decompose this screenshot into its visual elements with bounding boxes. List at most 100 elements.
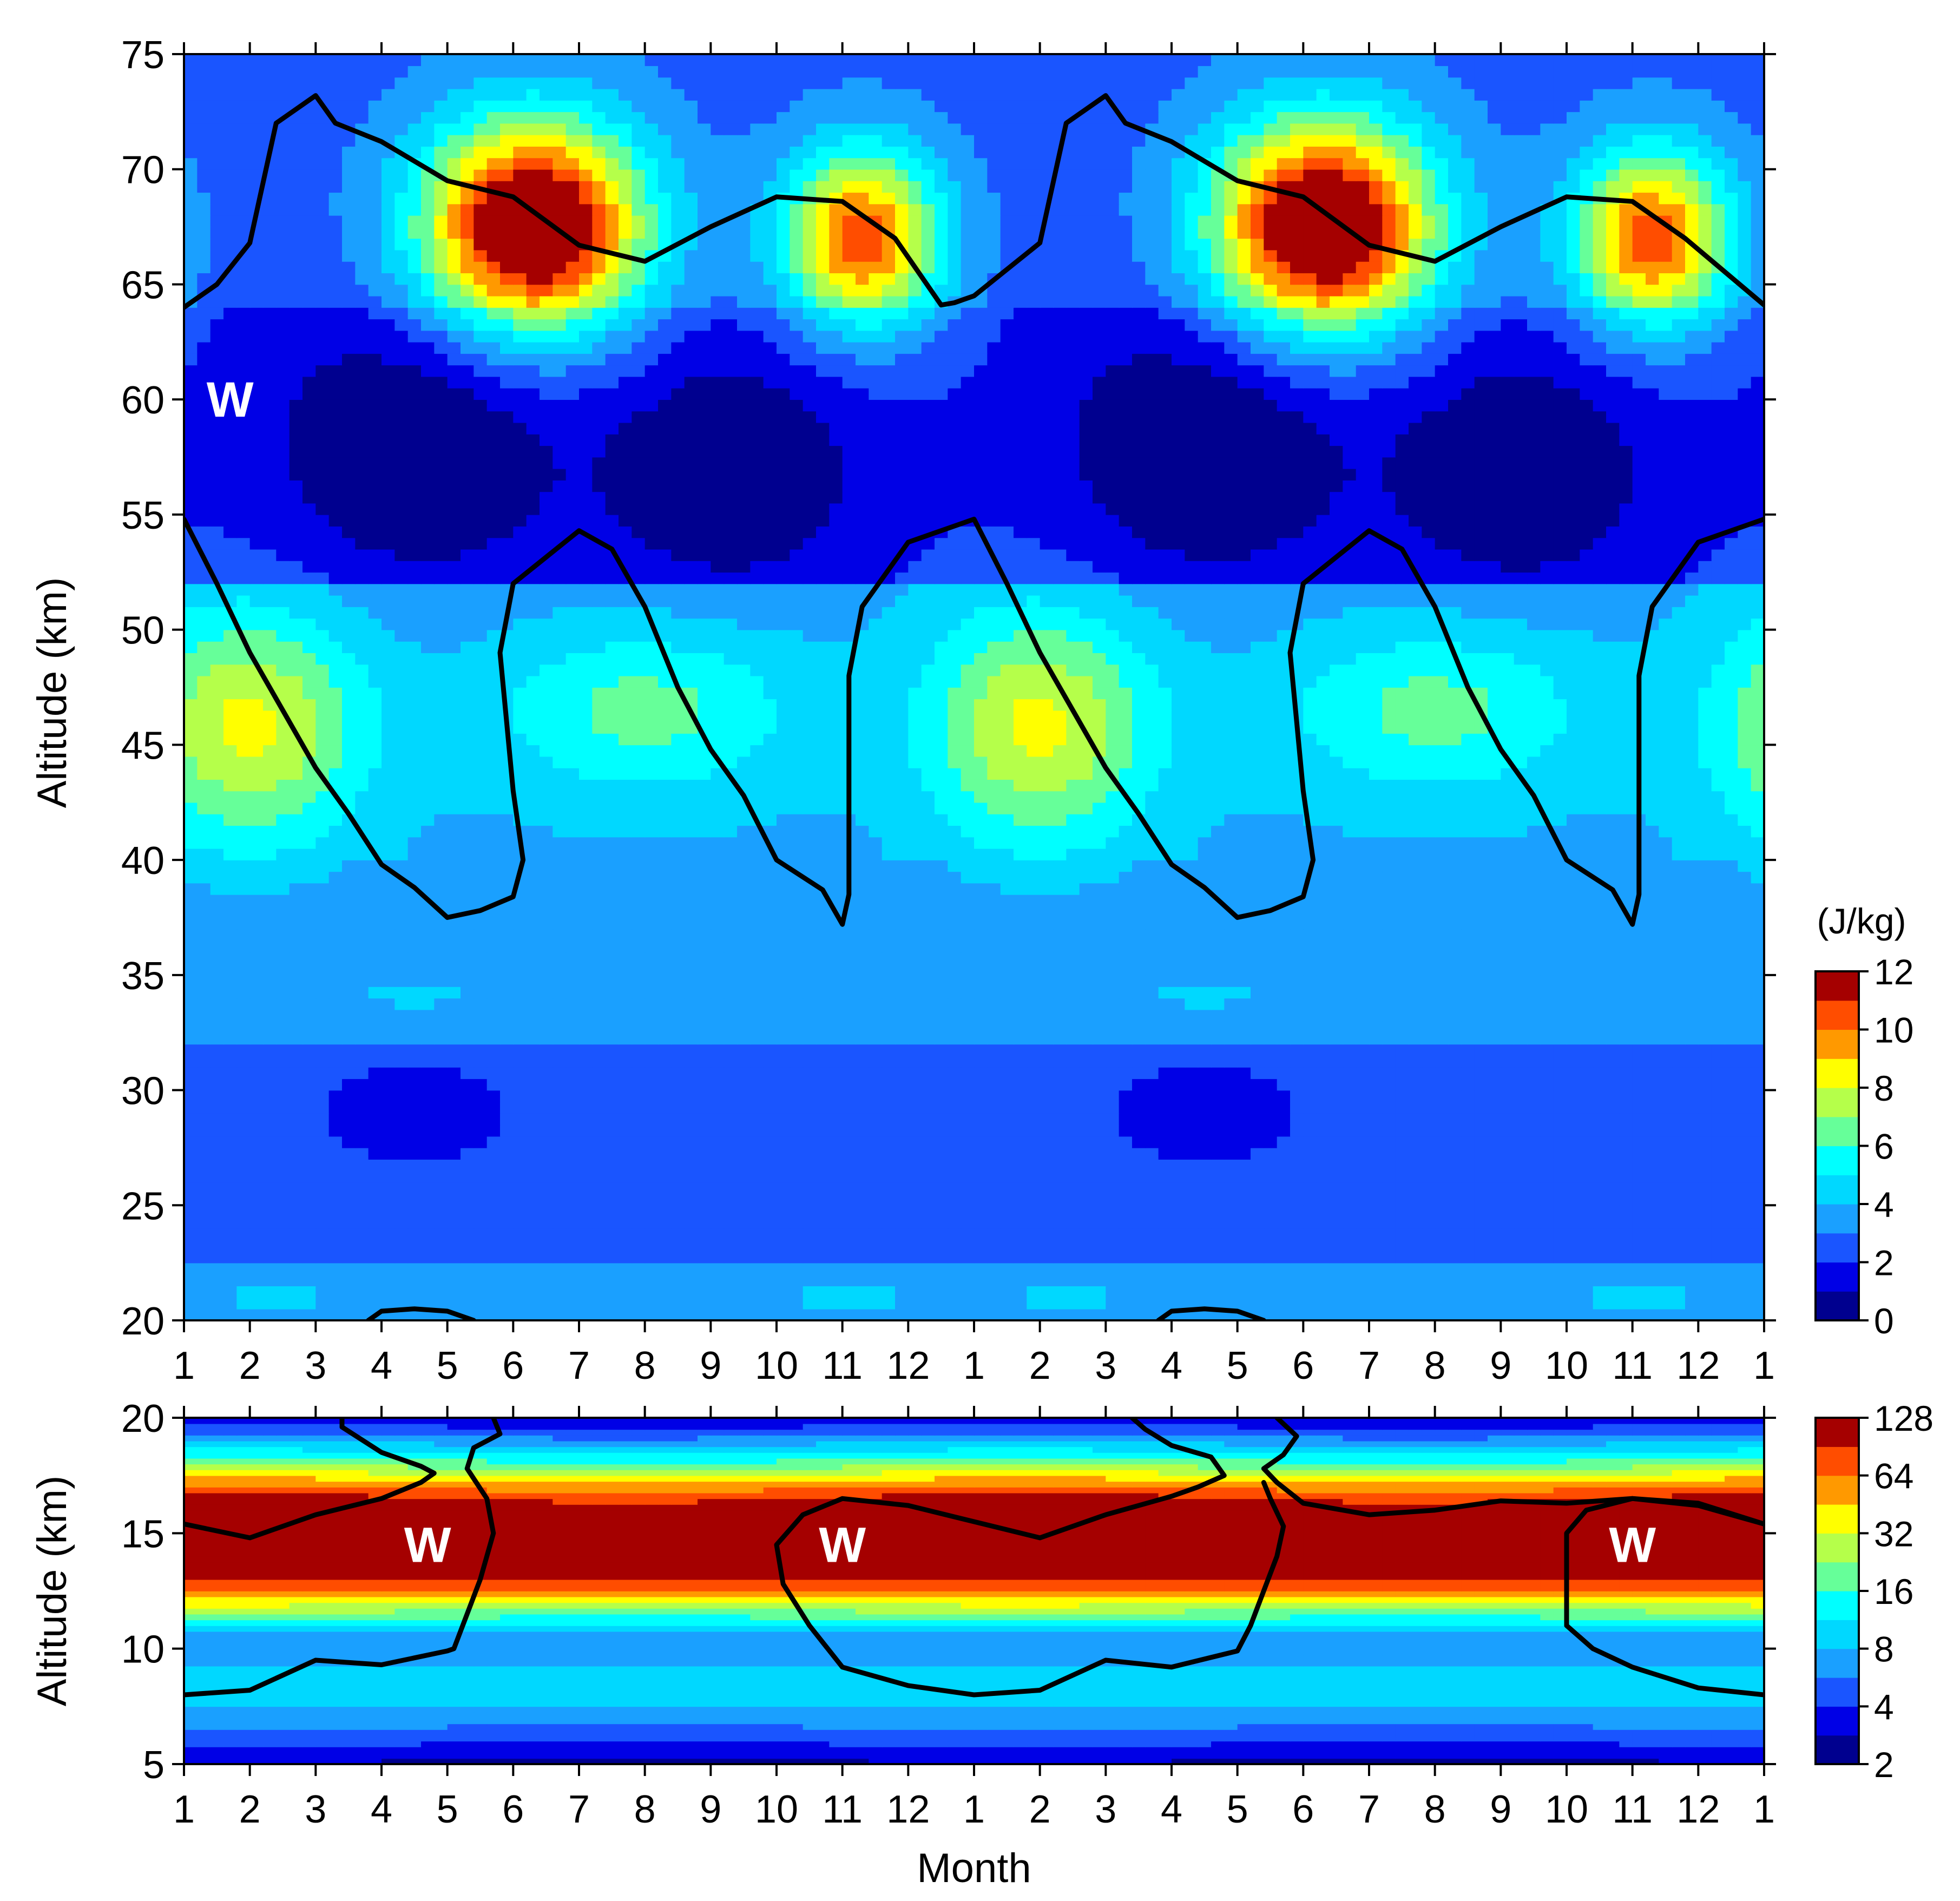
- field-cell: [1619, 1216, 1633, 1229]
- field-cell: [1145, 1124, 1159, 1137]
- field-cell: [1027, 1009, 1041, 1022]
- field-cell: [394, 1205, 409, 1218]
- field-cell: [1580, 1113, 1594, 1126]
- field-cell: [1711, 894, 1725, 906]
- field-cell: [737, 1055, 751, 1068]
- field-cell: [803, 1136, 817, 1148]
- field-cell: [1580, 1297, 1594, 1310]
- field-cell: [328, 1228, 343, 1240]
- field-cell: [1395, 975, 1409, 987]
- field-cell: [184, 1251, 198, 1264]
- field-cell: [1316, 1147, 1330, 1160]
- field-cell: [842, 1113, 856, 1126]
- field-cell: [1461, 883, 1475, 895]
- field-cell: [1725, 963, 1739, 976]
- field-cell: [1659, 1274, 1673, 1286]
- field-cell: [592, 1067, 606, 1080]
- field-cell: [1316, 1182, 1330, 1194]
- field-cell: [619, 1308, 633, 1320]
- field-cell: [1685, 963, 1699, 976]
- field-cell: [236, 1194, 251, 1206]
- field-cell: [289, 1124, 303, 1137]
- field-cell: [1145, 1308, 1159, 1320]
- field-cell: [1395, 1228, 1409, 1240]
- field-cell: [790, 1147, 804, 1160]
- field-cell: [1698, 929, 1712, 941]
- field-cell: [210, 1194, 224, 1206]
- field-cell: [565, 1251, 580, 1264]
- field-cell: [184, 1274, 198, 1286]
- field-cell: [829, 1182, 843, 1194]
- field-cell: [790, 848, 804, 860]
- field-cell: [1040, 1078, 1054, 1091]
- field-cell: [461, 963, 475, 976]
- field-cell: [553, 1136, 567, 1148]
- field-cell: [1040, 963, 1054, 976]
- field-cell: [1540, 940, 1554, 953]
- field-cell: [698, 1308, 712, 1320]
- field-cell: [342, 952, 356, 964]
- field-cell: [1435, 1251, 1449, 1264]
- field-cell: [619, 1274, 633, 1286]
- field-cell: [1053, 963, 1067, 976]
- field-cell: [1685, 940, 1699, 953]
- field-cell: [1119, 1251, 1133, 1264]
- field-cell: [1053, 940, 1067, 953]
- field-cell: [1079, 1228, 1093, 1240]
- field-cell: [263, 1067, 277, 1080]
- field-cell: [1119, 1170, 1133, 1183]
- field-cell: [632, 917, 646, 930]
- field-cell: [750, 1078, 764, 1091]
- field-cell: [974, 1090, 988, 1102]
- field-cell: [948, 1216, 962, 1229]
- field-cell: [1224, 1274, 1238, 1286]
- field-cell: [249, 1262, 264, 1275]
- field-cell: [1224, 1078, 1238, 1091]
- field-cell: [1053, 1067, 1067, 1080]
- field-cell: [184, 1262, 198, 1275]
- field-cell: [579, 1262, 593, 1275]
- field-cell: [987, 952, 1001, 964]
- field-cell: [658, 1297, 672, 1310]
- field-cell: [1330, 1078, 1344, 1091]
- field-cell: [197, 998, 211, 1010]
- field-cell: [1264, 1274, 1278, 1286]
- field-cell: [382, 975, 396, 987]
- field-cell: [895, 883, 909, 895]
- field-cell: [1685, 1286, 1699, 1298]
- field-cell: [592, 1251, 606, 1264]
- field-cell: [869, 1286, 883, 1298]
- field-cell: [1172, 1274, 1186, 1286]
- field-cell: [1461, 1147, 1475, 1160]
- field-cell: [1632, 1159, 1646, 1172]
- field-cell: [921, 1032, 935, 1045]
- field-cell: [500, 1274, 514, 1286]
- field-cell: [1290, 1274, 1304, 1286]
- field-cell: [1540, 998, 1554, 1010]
- field-cell: [223, 848, 238, 860]
- field-cell: [1224, 860, 1238, 872]
- field-cell: [315, 1182, 330, 1194]
- field-cell: [565, 883, 580, 895]
- field-cell: [486, 1044, 501, 1056]
- field-cell: [447, 940, 461, 953]
- field-cell: [921, 917, 935, 930]
- field-cell: [684, 1240, 698, 1252]
- field-cell: [921, 1021, 935, 1033]
- field-cell: [777, 1205, 791, 1218]
- field-cell: [1751, 1286, 1764, 1298]
- field-cell: [1553, 917, 1567, 930]
- field-cell: [486, 1090, 501, 1102]
- field-cell: [1079, 894, 1093, 906]
- field-cell: [1488, 1136, 1502, 1148]
- field-cell: [1593, 1205, 1607, 1218]
- field-cell: [1172, 848, 1186, 860]
- field-cell: [342, 1078, 356, 1091]
- field-cell: [355, 1147, 369, 1160]
- field-cell: [698, 860, 712, 872]
- field-cell: [1606, 1009, 1620, 1022]
- field-cell: [1698, 998, 1712, 1010]
- field-cell: [750, 1101, 764, 1114]
- field-cell: [737, 1044, 751, 1056]
- field-cell: [1356, 963, 1370, 976]
